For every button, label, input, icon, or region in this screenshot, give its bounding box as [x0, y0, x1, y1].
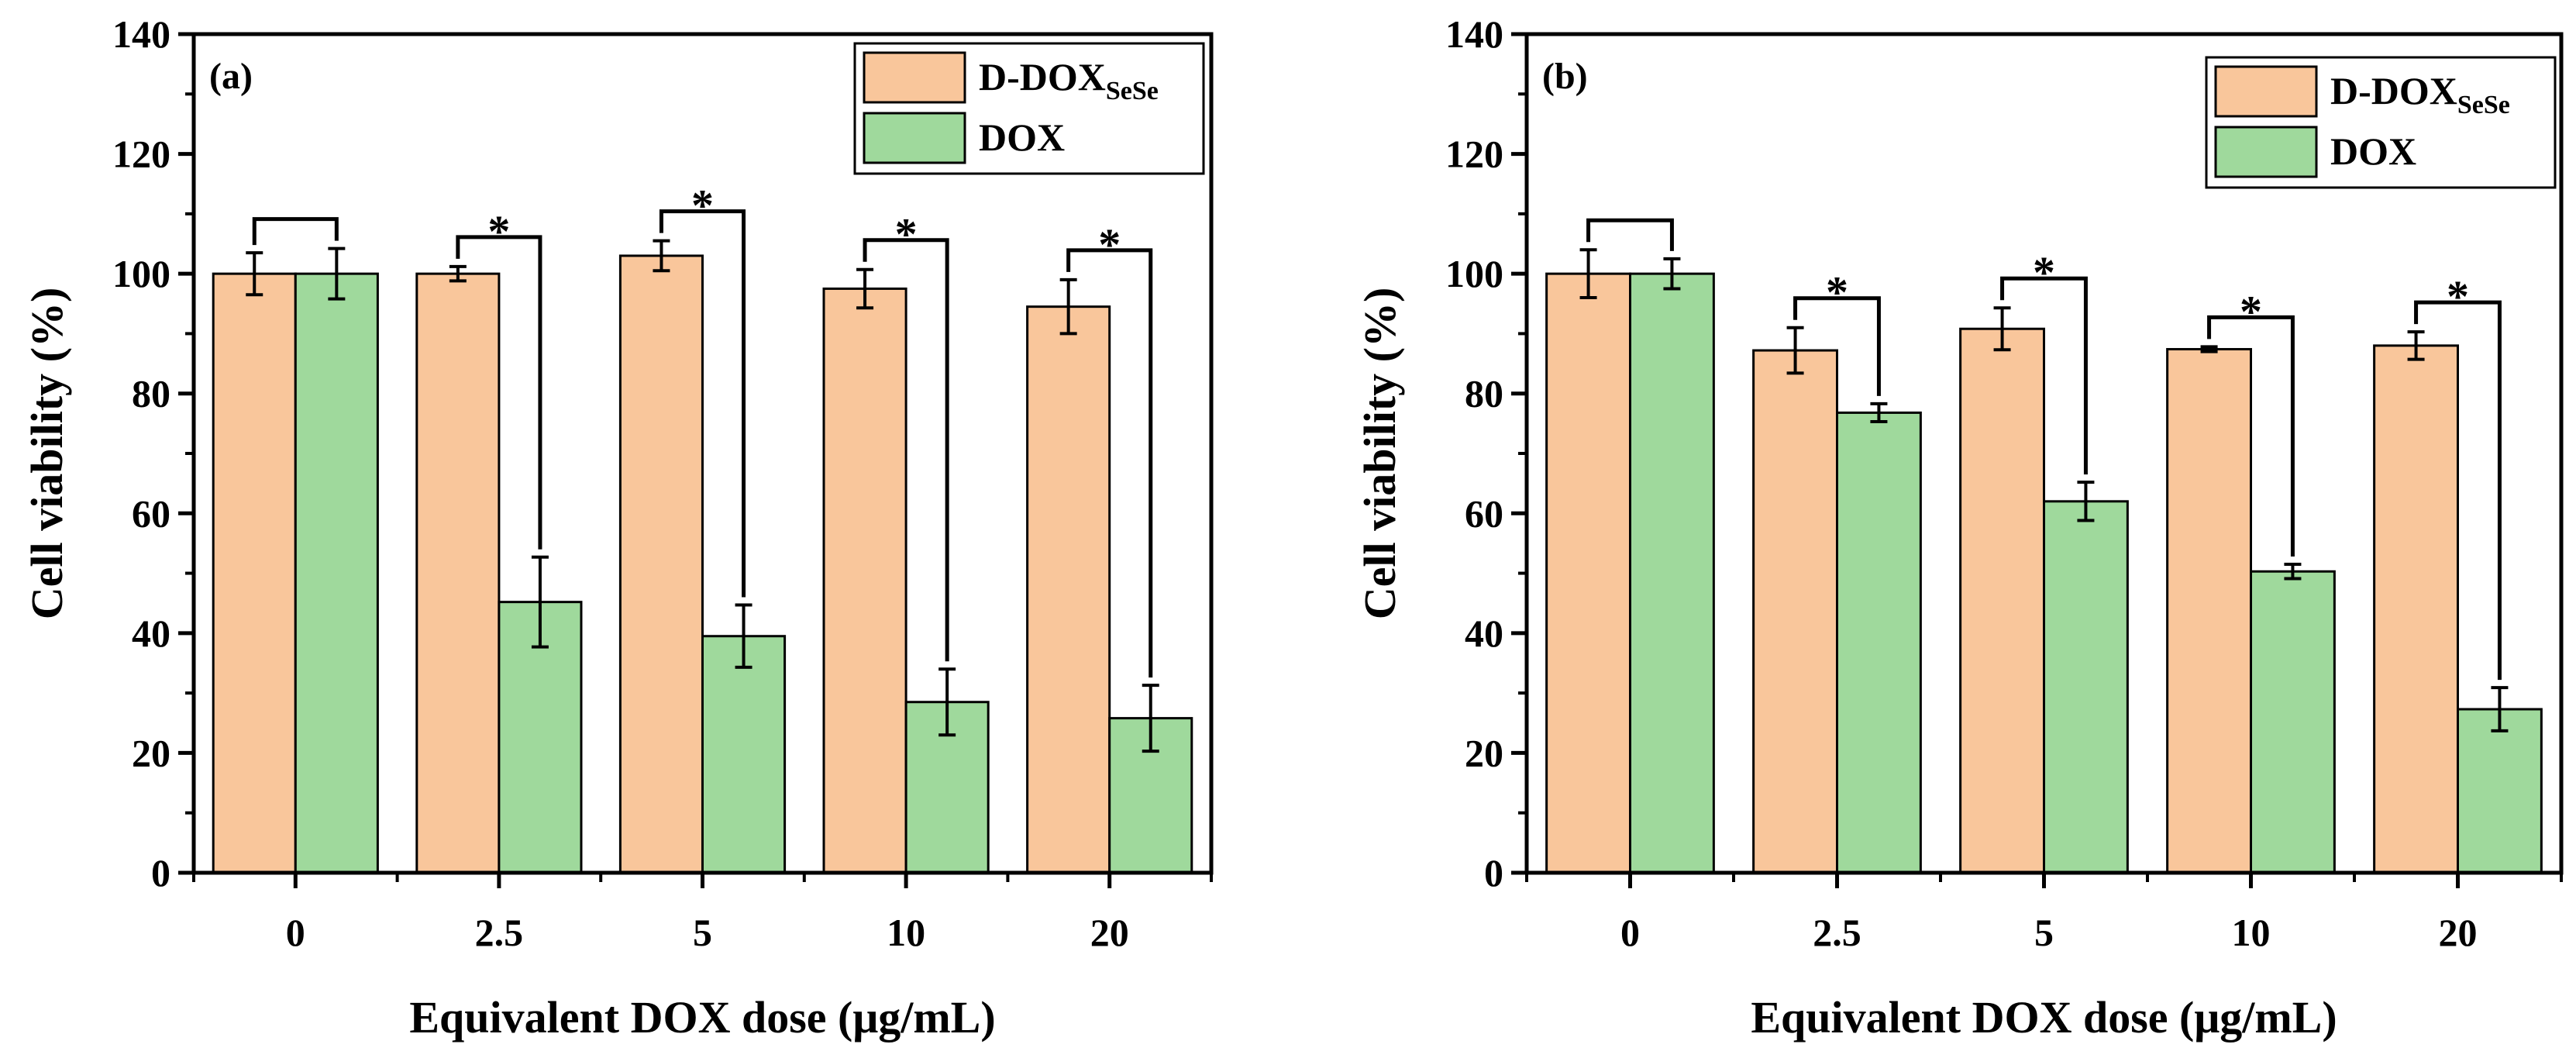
chart-panel-b: * * * * 0 20 40 60 80 100 120 140 0 2.5 5 10 20 Equivalen…: [1355, 12, 2564, 1042]
significance-star: *: [2447, 271, 2469, 322]
legend: D-DOXSeSe DOX: [2205, 56, 2557, 189]
y-tick-label: 120: [112, 133, 170, 176]
y-tick-label: 60: [1465, 491, 1503, 535]
y-tick-label: 20: [1465, 731, 1503, 774]
bar-ddox-20: [2373, 344, 2460, 874]
bar-ddox-10: [2166, 348, 2253, 874]
y-tick-label: 80: [1465, 372, 1503, 415]
significance-bracket: [2207, 315, 2295, 557]
y-tick-label: 100: [112, 252, 170, 295]
significance-bracket: [456, 235, 542, 550]
bar-dox-2.5: [1836, 411, 1922, 874]
legend-swatch-ddox: [2214, 65, 2318, 118]
bar-ddox-2.5: [1752, 349, 1839, 874]
x-tick-label: 10: [887, 911, 925, 954]
significance-bracket: [659, 209, 746, 598]
significance-star: *: [2240, 286, 2262, 336]
legend-label-dox: DOX: [2330, 129, 2416, 173]
legend-swatch-ddox: [863, 51, 966, 104]
legend: D-DOXSeSe DOX: [853, 42, 1205, 175]
significance-star: *: [895, 209, 918, 260]
significance-bracket: [252, 217, 339, 246]
bar-ddox-0: [1545, 272, 1631, 874]
y-tick-label: 60: [132, 491, 170, 535]
y-tick-label: 100: [1445, 252, 1503, 295]
bar-ddox-5: [618, 254, 704, 874]
significance-bracket: [2414, 300, 2502, 681]
bar-dox-10: [2250, 570, 2336, 874]
y-tick-label: 40: [132, 612, 170, 655]
x-tick-label: 0: [286, 911, 305, 954]
x-axis-title: Equivalent DOX dose (μg/mL): [1751, 992, 2337, 1042]
y-tick-label: 20: [132, 731, 170, 774]
y-tick-label: 140: [112, 12, 170, 56]
x-tick-label: 2.5: [475, 911, 524, 954]
legend-swatch-dox: [863, 112, 966, 164]
bar-ddox-10: [822, 287, 907, 874]
x-tick-label: 10: [2232, 911, 2271, 954]
significance-bracket: [2000, 276, 2088, 475]
significance-bracket: [1066, 248, 1153, 678]
bar-dox-5: [701, 635, 787, 874]
significance-star: *: [1826, 267, 1848, 318]
y-axis-title: Cell viability (%): [1355, 288, 1405, 620]
significance-star: *: [1098, 219, 1121, 270]
x-tick-label: 5: [693, 911, 712, 954]
significance-bracket: [1793, 296, 1881, 396]
legend-swatch-dox: [2214, 126, 2318, 178]
significance-star: *: [487, 206, 510, 257]
significance-star: *: [2033, 247, 2055, 298]
y-tick-label: 0: [1484, 851, 1503, 894]
x-tick-label: 2.5: [1813, 911, 1861, 954]
legend-label-ddox: D-DOXSeSe: [2330, 69, 2510, 119]
bar-ddox-5: [1959, 327, 2046, 874]
bar-dox-5: [2043, 500, 2129, 874]
panel-label: (b): [1542, 56, 1588, 97]
bar-dox-0: [1629, 272, 1715, 874]
x-tick-label: 20: [1090, 911, 1129, 954]
chart-panel-a: * * * * 0 20 40 60 80 100 120 140 0 2.5 5 10 20 Equivalen…: [22, 12, 1214, 1042]
y-tick-label: 0: [151, 851, 170, 894]
x-tick-label: 20: [2439, 911, 2478, 954]
x-tick-label: 0: [1620, 911, 1640, 954]
significance-star: *: [691, 181, 714, 231]
bar-ddox-20: [1026, 305, 1111, 874]
significance-bracket: [1586, 218, 1674, 251]
panel-label: (a): [209, 56, 253, 97]
x-axis-title: Equivalent DOX dose (μg/mL): [409, 992, 995, 1042]
y-tick-label: 80: [132, 372, 170, 415]
bar-ddox-0: [212, 272, 297, 874]
y-tick-label: 140: [1445, 12, 1503, 56]
legend-label-ddox: D-DOXSeSe: [979, 55, 1159, 105]
bar-dox-20: [2457, 708, 2543, 874]
y-tick-label: 40: [1465, 612, 1503, 655]
x-tick-label: 5: [2034, 911, 2054, 954]
bar-ddox-2.5: [415, 272, 501, 874]
y-tick-label: 120: [1445, 133, 1503, 176]
significance-bracket: [863, 238, 949, 662]
bar-dox-0: [294, 272, 379, 874]
y-axis-title: Cell viability (%): [22, 288, 72, 620]
legend-label-dox: DOX: [979, 115, 1065, 159]
